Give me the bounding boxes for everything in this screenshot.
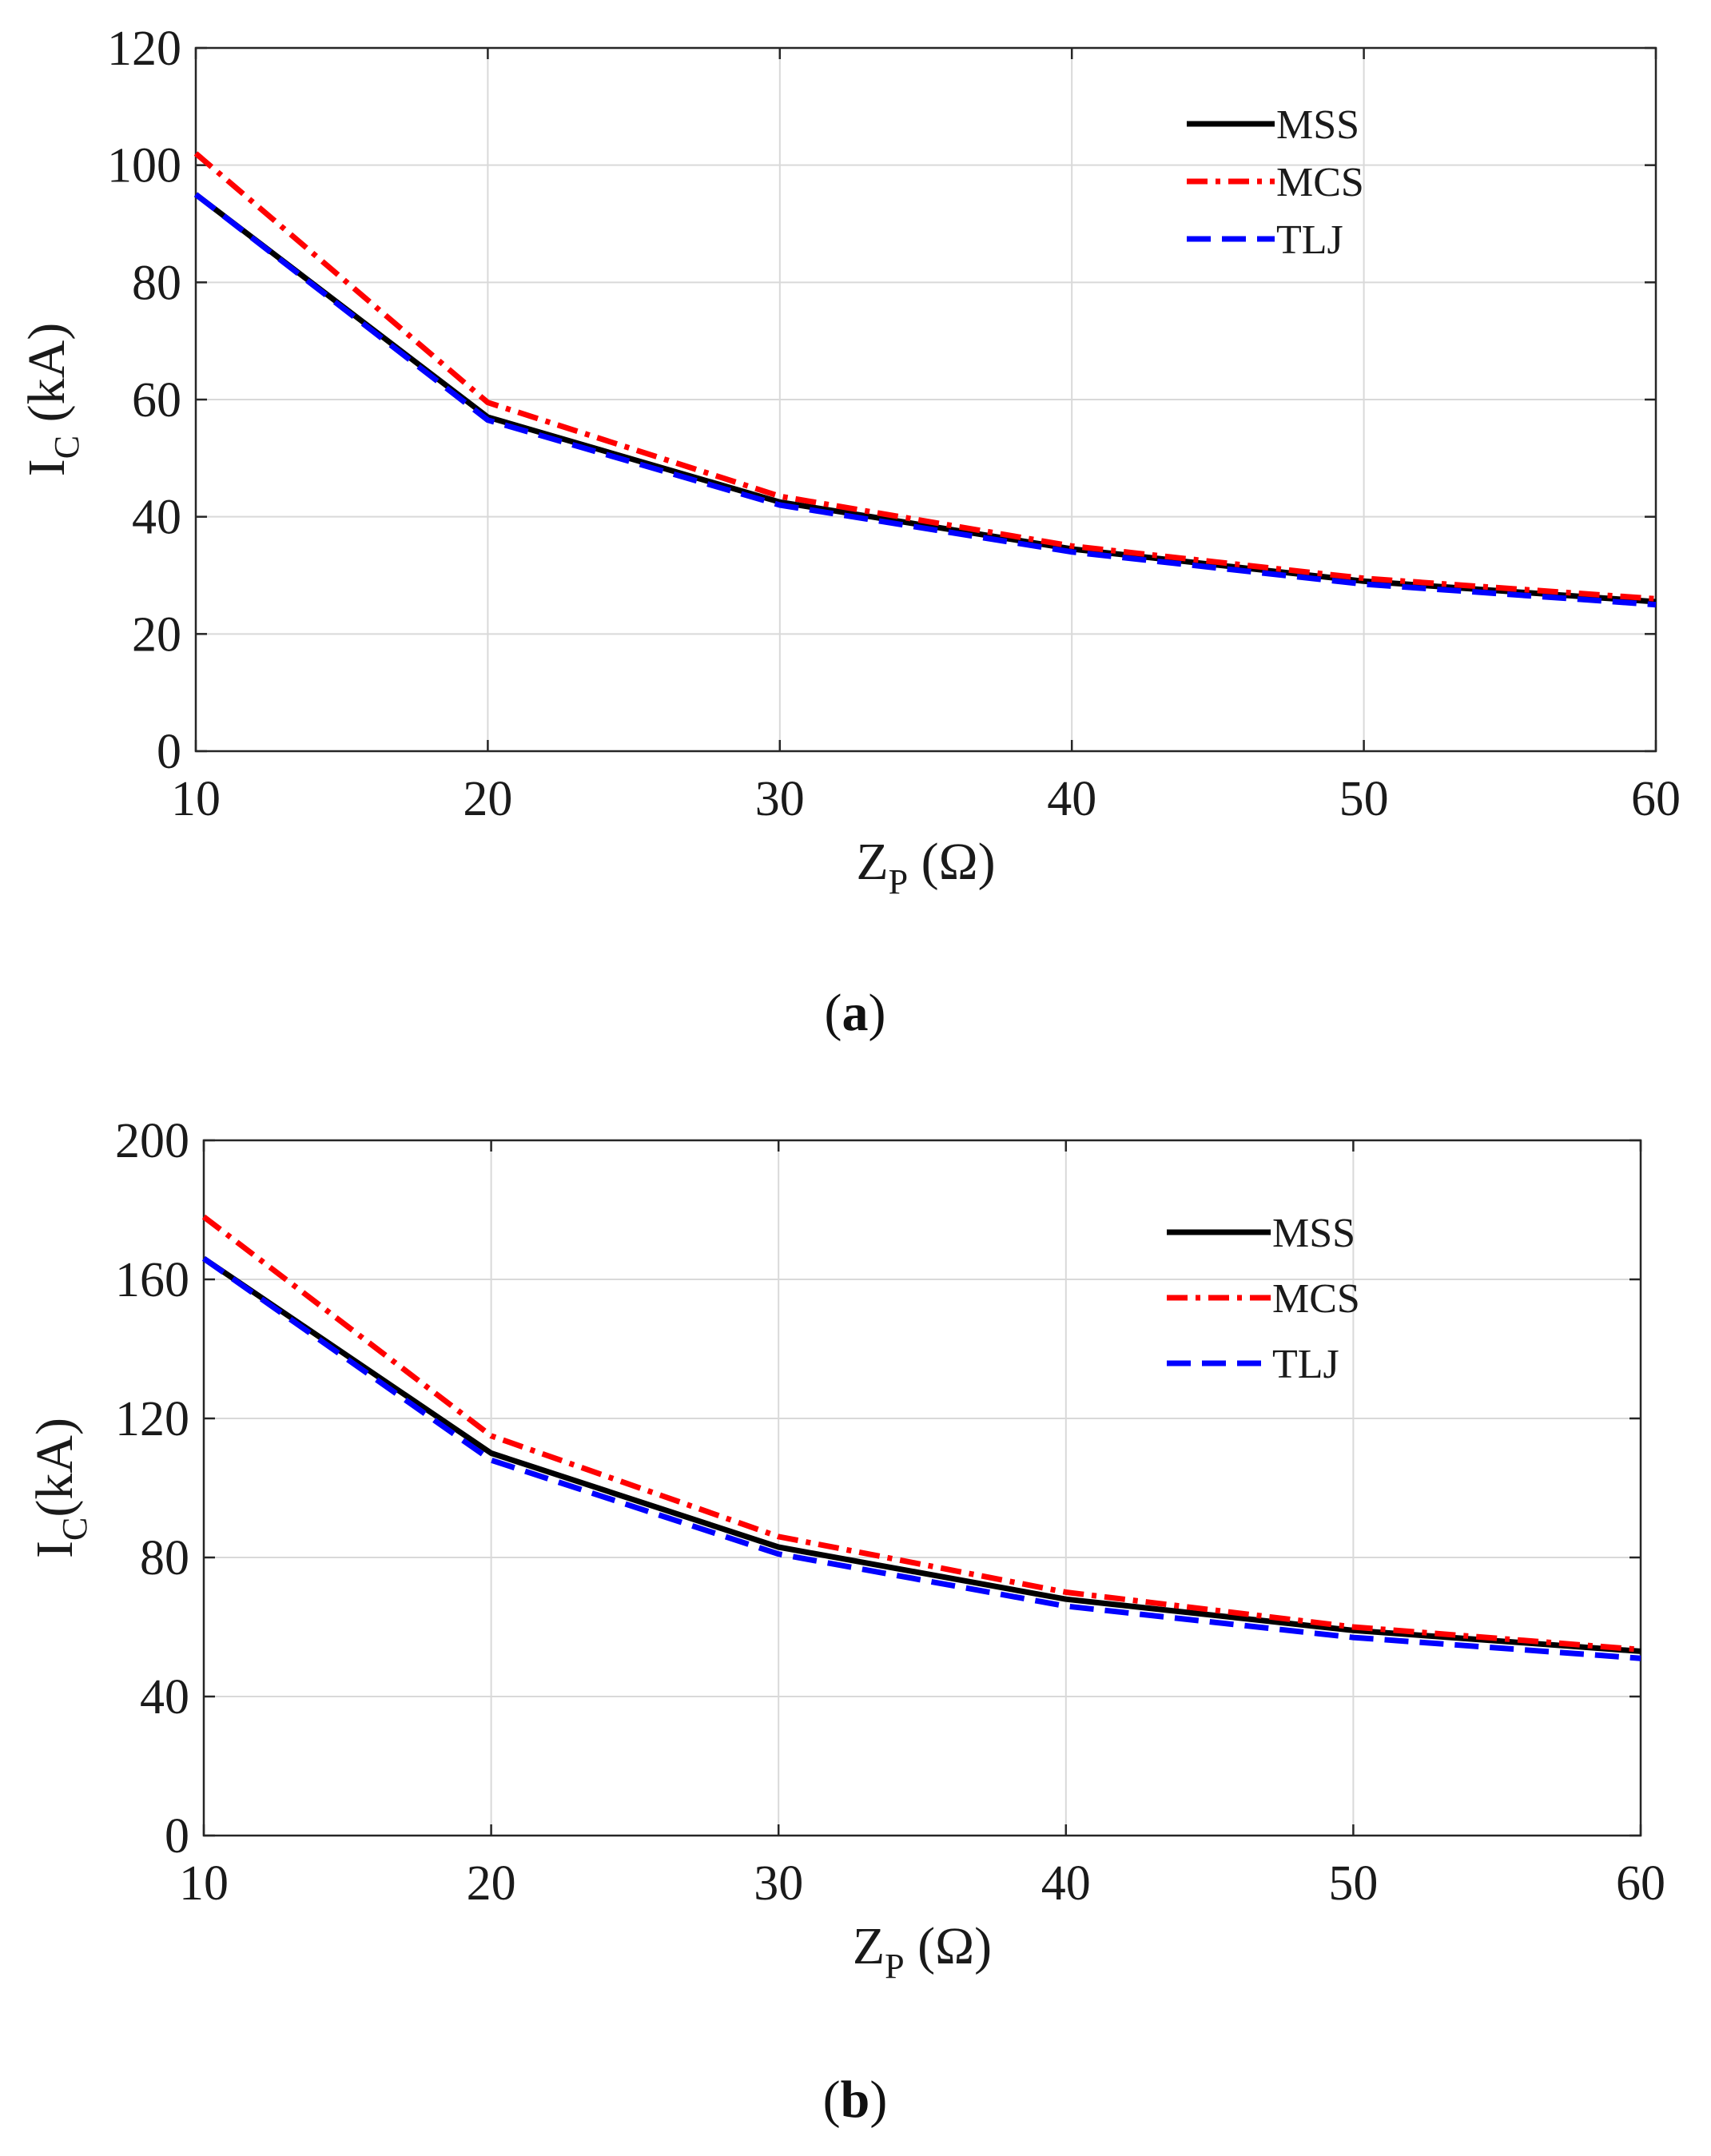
y-tick-label: 40 <box>140 1670 189 1724</box>
y-tick-label: 160 <box>115 1253 189 1307</box>
y-tick-label: 200 <box>115 1114 189 1168</box>
y-tick-label: 40 <box>132 491 181 545</box>
caption-a: (a) <box>824 984 886 1042</box>
series-line-tlj <box>193 192 1657 608</box>
series-line-mss <box>202 1256 1641 1654</box>
x-tick-label: 50 <box>1339 772 1389 826</box>
y-tick-label: 80 <box>132 256 181 310</box>
x-tick-label: 20 <box>467 1856 516 1911</box>
x-tick-label: 50 <box>1328 1856 1378 1911</box>
series-line-tlj <box>201 1256 1641 1661</box>
chart-b: 10 20 30 40 50 60 0 40 80 120 160 200 ZP (Ω) IC(kA) MS… <box>26 1114 1665 1986</box>
x-tick-label: 30 <box>755 772 805 826</box>
x-tick-label: 60 <box>1631 772 1681 826</box>
legend-label-mcs: MCS <box>1272 1276 1360 1322</box>
plot-area <box>204 1140 1641 1836</box>
y-tick-label: 0 <box>157 725 181 779</box>
x-axis-label: ZP (Ω) <box>856 833 995 901</box>
caption-b: (b) <box>822 2070 888 2129</box>
x-tick-label: 40 <box>1047 772 1096 826</box>
chart-a: 10 20 30 40 50 60 0 20 40 60 80 100 120 ZP (Ω) IC (kA)… <box>18 22 1681 901</box>
y-tick-label: 120 <box>107 22 181 76</box>
y-tick-label: 60 <box>132 373 181 428</box>
x-tick-label: 30 <box>754 1856 803 1911</box>
series-line-mcs <box>193 151 1657 602</box>
legend-label-mss: MSS <box>1276 102 1359 148</box>
axes-frame <box>202 1139 1642 1837</box>
legend-label-tlj: TLJ <box>1272 1342 1339 1387</box>
x-tick-label: 20 <box>463 772 512 826</box>
x-axis-label: ZP (Ω) <box>853 1917 992 1986</box>
y-tick-label: 100 <box>107 139 181 193</box>
y-tick-label: 120 <box>115 1392 189 1446</box>
y-axis-label: IC(kA) <box>26 1418 94 1558</box>
x-tick-label: 60 <box>1616 1856 1665 1911</box>
x-tick-label: 10 <box>179 1856 229 1911</box>
legend-label-tlj: TLJ <box>1276 217 1343 263</box>
legend-label-mcs: MCS <box>1276 160 1364 205</box>
y-axis-label: IC (kA) <box>18 323 86 476</box>
x-tick-label: 40 <box>1041 1856 1091 1911</box>
y-tick-label: 80 <box>140 1531 189 1585</box>
y-tick-label: 20 <box>132 607 181 662</box>
series-line-mcs <box>201 1214 1641 1653</box>
x-tick-label: 10 <box>171 772 221 826</box>
y-tick-label: 0 <box>165 1809 189 1864</box>
legend-label-mss: MSS <box>1272 1211 1355 1256</box>
series-line-mss <box>193 192 1657 605</box>
